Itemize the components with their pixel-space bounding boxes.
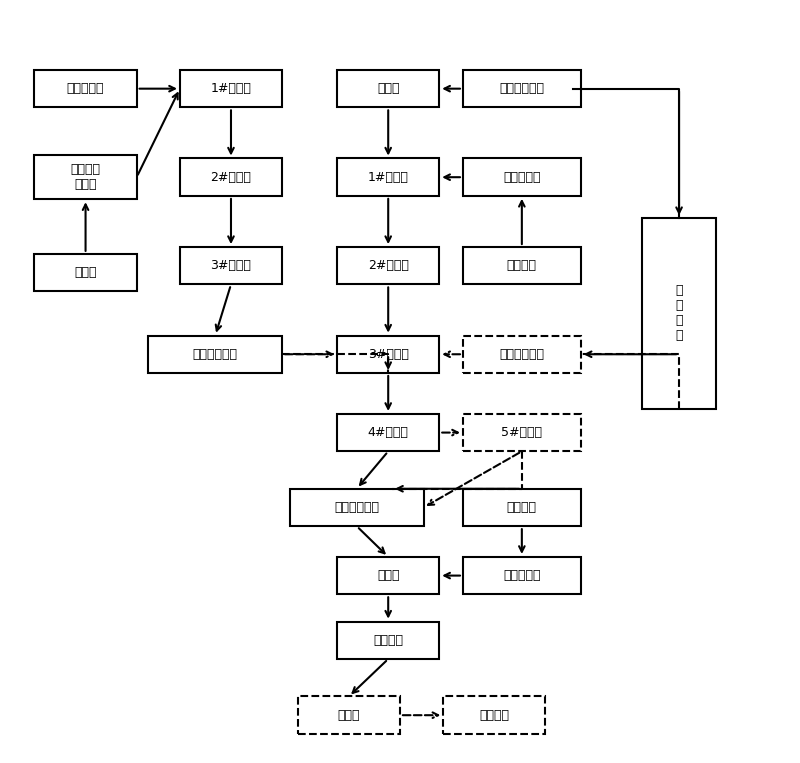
FancyBboxPatch shape <box>337 414 439 451</box>
Text: 2#缩合釜: 2#缩合釜 <box>368 259 409 272</box>
Text: 甲醛计量泵: 甲醛计量泵 <box>503 171 541 184</box>
FancyBboxPatch shape <box>443 697 546 734</box>
Text: 干燥塔: 干燥塔 <box>338 709 360 722</box>
FancyBboxPatch shape <box>463 557 581 594</box>
FancyBboxPatch shape <box>337 247 439 285</box>
FancyBboxPatch shape <box>337 557 439 594</box>
Text: 水解水计量泵: 水解水计量泵 <box>499 82 544 95</box>
Text: 液体成品: 液体成品 <box>374 634 403 647</box>
Text: 5#缩合釜: 5#缩合釜 <box>502 426 542 439</box>
FancyBboxPatch shape <box>290 489 423 526</box>
FancyBboxPatch shape <box>149 336 282 373</box>
Text: 1#磺化釜: 1#磺化釜 <box>210 82 251 95</box>
Text: 固体成品: 固体成品 <box>479 709 510 722</box>
Text: 1#缩合釜: 1#缩合釜 <box>368 171 409 184</box>
FancyBboxPatch shape <box>34 254 137 291</box>
FancyBboxPatch shape <box>180 247 282 285</box>
Text: 工
艺
用
水: 工 艺 用 水 <box>675 285 683 343</box>
Text: 液碱计量泵: 液碱计量泵 <box>503 569 541 582</box>
Text: 熔化釜: 熔化釜 <box>74 266 97 279</box>
FancyBboxPatch shape <box>642 218 717 409</box>
FancyBboxPatch shape <box>463 70 581 108</box>
FancyBboxPatch shape <box>337 159 439 196</box>
FancyBboxPatch shape <box>337 336 439 373</box>
FancyBboxPatch shape <box>180 159 282 196</box>
Text: 甲醛储槽: 甲醛储槽 <box>507 259 537 272</box>
FancyBboxPatch shape <box>463 159 581 196</box>
Text: 硫酸计量泵: 硫酸计量泵 <box>67 82 104 95</box>
Text: 磺化料转料泵: 磺化料转料泵 <box>193 348 238 361</box>
FancyBboxPatch shape <box>463 414 581 451</box>
Text: 缩合料转料泵: 缩合料转料泵 <box>334 501 379 514</box>
FancyBboxPatch shape <box>337 70 439 108</box>
FancyBboxPatch shape <box>34 70 137 108</box>
FancyBboxPatch shape <box>463 489 581 526</box>
FancyBboxPatch shape <box>463 247 581 285</box>
FancyBboxPatch shape <box>180 70 282 108</box>
Text: 水解釜: 水解釜 <box>377 82 399 95</box>
Text: 液体原料
计量泵: 液体原料 计量泵 <box>70 163 101 192</box>
FancyBboxPatch shape <box>463 336 581 373</box>
Text: 3#磺化釜: 3#磺化釜 <box>210 259 251 272</box>
Text: 3#缩合釜: 3#缩合釜 <box>368 348 409 361</box>
Text: 中和釜: 中和釜 <box>377 569 399 582</box>
Text: 2#磺化釜: 2#磺化釜 <box>210 171 251 184</box>
Text: 液碱储槽: 液碱储槽 <box>507 501 537 514</box>
FancyBboxPatch shape <box>298 697 400 734</box>
FancyBboxPatch shape <box>34 155 137 199</box>
Text: 4#缩合釜: 4#缩合釜 <box>368 426 409 439</box>
Text: 缩合水计量泵: 缩合水计量泵 <box>499 348 544 361</box>
FancyBboxPatch shape <box>337 622 439 659</box>
